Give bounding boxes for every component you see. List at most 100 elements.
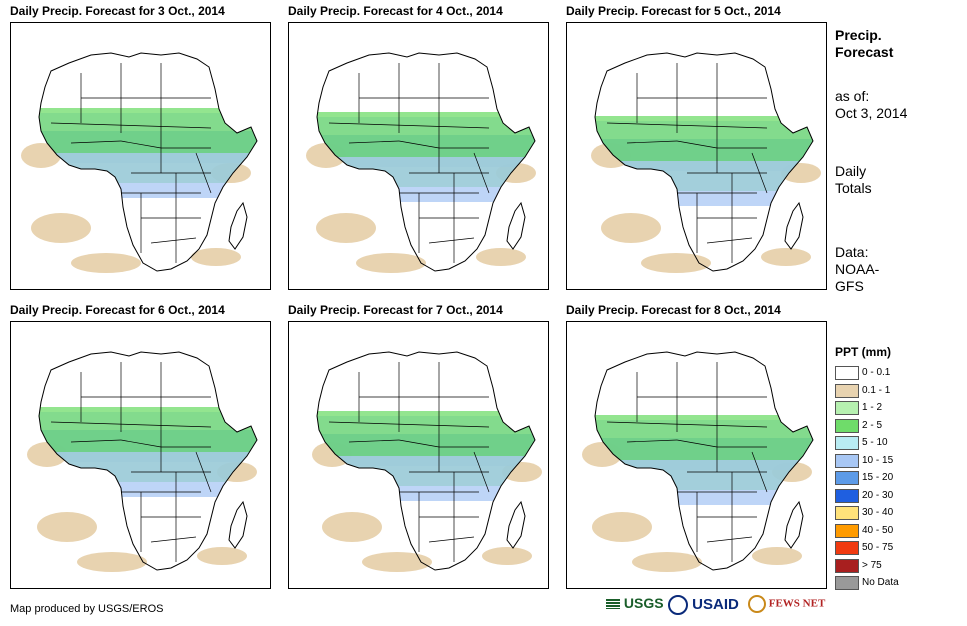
madagascar-coastline	[228, 500, 248, 549]
legend-swatch	[835, 541, 859, 555]
country-border	[428, 237, 475, 244]
drizzle-area	[71, 253, 141, 273]
country-border	[150, 536, 197, 543]
drizzle-area	[752, 547, 802, 565]
drizzle-area	[601, 213, 661, 243]
drizzle-area	[316, 213, 376, 243]
africa-coastline	[316, 52, 536, 272]
madagascar-coastline	[784, 201, 804, 250]
drizzle-area	[191, 248, 241, 266]
precip-map	[10, 321, 271, 589]
country-border	[626, 439, 678, 443]
legend-swatch	[835, 558, 859, 573]
usgs-logo-icon	[606, 599, 620, 610]
drizzle-area	[37, 512, 97, 542]
drizzle-area	[761, 248, 811, 266]
legend-label: 10 - 15	[862, 454, 894, 466]
country-border	[348, 140, 400, 144]
legend-label: 15 - 20	[862, 472, 894, 483]
map-svg	[312, 351, 542, 572]
legend-label: 0 - 0.1	[862, 367, 891, 378]
drizzle-area	[362, 552, 432, 572]
country-border	[195, 152, 212, 194]
drizzle-area	[197, 547, 247, 565]
legend-label: No Data	[862, 577, 899, 588]
legend-title: PPT (mm)	[835, 345, 892, 359]
usaid-logo: USAID	[668, 595, 739, 615]
country-border	[348, 439, 400, 443]
legend-swatch	[835, 418, 859, 433]
africa-coastline	[38, 351, 258, 571]
precip-map	[288, 321, 549, 589]
drizzle-area	[31, 213, 91, 243]
country-border	[328, 122, 490, 129]
data-line: GFS	[835, 278, 864, 294]
data-line: Data:	[835, 244, 869, 260]
legend-swatch	[835, 383, 859, 398]
country-border	[70, 140, 122, 144]
data-line: NOAA-	[835, 261, 880, 277]
usgs-logo: USGS	[606, 595, 664, 611]
country-border	[473, 152, 490, 194]
country-border	[70, 439, 122, 443]
drizzle-area	[21, 143, 61, 168]
legend-label: 5 - 10	[862, 437, 888, 448]
legend-label: > 75	[862, 559, 882, 571]
panel-title: Daily Precip. Forecast for 6 Oct., 2014	[10, 303, 225, 317]
africa-coastline	[38, 52, 258, 272]
legend-swatch	[835, 401, 859, 415]
legend-swatch	[835, 366, 859, 380]
heading-line: Forecast	[835, 44, 894, 60]
drizzle-area	[632, 552, 702, 572]
legend-label: 0.1 - 1	[862, 384, 891, 396]
legend-swatch	[835, 506, 859, 520]
legend-label: 50 - 75	[862, 542, 894, 553]
rain-band	[595, 161, 813, 206]
country-border	[676, 140, 718, 149]
map-svg	[591, 52, 821, 273]
country-border	[398, 140, 440, 149]
map-svg	[582, 351, 814, 572]
totals-note: Daily Totals	[835, 163, 872, 197]
panel-title: Daily Precip. Forecast for 5 Oct., 2014	[566, 4, 781, 18]
fewsnet-logo: FEWS NET	[748, 595, 825, 613]
drizzle-area	[641, 253, 711, 273]
usaid-seal-icon	[668, 595, 688, 615]
legend-swatch	[835, 436, 859, 450]
country-border	[706, 237, 753, 244]
legend-swatch	[835, 453, 859, 468]
country-border	[473, 451, 490, 493]
totals-line: Totals	[835, 180, 872, 196]
map-svg	[306, 52, 536, 273]
country-border	[706, 536, 753, 543]
madagascar-coastline	[784, 500, 804, 549]
country-border	[50, 421, 212, 428]
map-credit: Map produced by USGS/EROS	[10, 603, 164, 615]
totals-line: Daily	[835, 163, 867, 179]
sidebar-heading: Precip. Forecast	[835, 27, 893, 61]
heading-line: Precip.	[835, 27, 882, 43]
drizzle-area	[322, 512, 382, 542]
country-border	[50, 122, 212, 129]
country-border	[120, 439, 162, 448]
precip-map	[566, 321, 827, 589]
country-border	[626, 140, 678, 144]
africa-coastline	[316, 351, 536, 571]
madagascar-coastline	[506, 500, 526, 549]
fewsnet-globe-icon	[748, 595, 766, 613]
asof-label: as of:	[835, 88, 870, 104]
legend-label: 40 - 50	[862, 524, 894, 536]
country-border	[328, 421, 490, 428]
legend-label: 30 - 40	[862, 507, 894, 518]
country-border	[150, 237, 197, 244]
drizzle-area	[482, 547, 532, 565]
map-svg	[21, 52, 258, 273]
country-border	[195, 451, 212, 493]
drizzle-area	[77, 552, 147, 572]
country-border	[428, 536, 475, 543]
as-of-date: as of: Oct 3, 2014	[835, 88, 907, 122]
legend-swatch	[835, 471, 859, 485]
legend-swatch	[835, 488, 859, 503]
legend-swatch	[835, 576, 859, 590]
africa-coastline	[594, 351, 814, 571]
